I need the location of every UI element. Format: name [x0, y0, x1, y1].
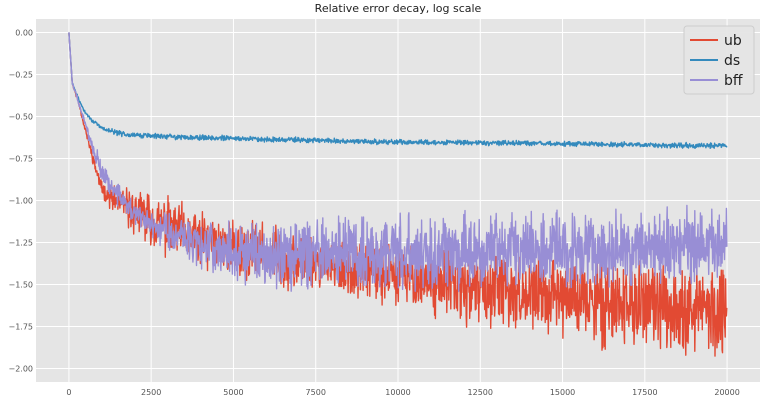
y-tick-label: −2.00 [8, 365, 33, 374]
x-tick-label: 20000 [714, 388, 739, 397]
x-tick-label: 17500 [632, 388, 657, 397]
x-tick-label: 5000 [223, 388, 243, 397]
y-tick-label: −1.75 [8, 323, 33, 332]
x-tick-label: 0 [66, 388, 71, 397]
axis-tick-labels: 0 2500 5000 7500 10000 12500 15000 17500 20000 0.… [8, 28, 739, 397]
chart-title: Relative error decay, log scale [315, 2, 482, 15]
x-tick-label: 2500 [141, 388, 161, 397]
y-tick-label: −1.50 [8, 281, 33, 290]
y-tick-label: −0.25 [8, 70, 33, 79]
y-tick-label: −1.00 [8, 197, 33, 206]
legend-box [683, 25, 755, 95]
legend-label-ub: ub [724, 33, 742, 49]
y-tick-label: 0.00 [15, 28, 33, 37]
x-tick-label: 7500 [306, 388, 326, 397]
series-line-bff [68, 32, 728, 293]
y-tick-label: −0.75 [8, 154, 33, 163]
y-tick-label: −1.25 [8, 239, 33, 248]
legend-label-ds: ds [724, 53, 740, 69]
x-tick-label: 10000 [385, 388, 410, 397]
series-lines [68, 32, 728, 357]
legend-label-bff: bff [724, 73, 743, 89]
legend: ub ds bff [683, 25, 755, 95]
x-tick-label: 15000 [550, 388, 575, 397]
series-line-ds [68, 32, 728, 150]
series-line-ub [68, 32, 728, 357]
y-tick-label: −0.50 [8, 112, 33, 121]
x-tick-label: 12500 [468, 388, 493, 397]
